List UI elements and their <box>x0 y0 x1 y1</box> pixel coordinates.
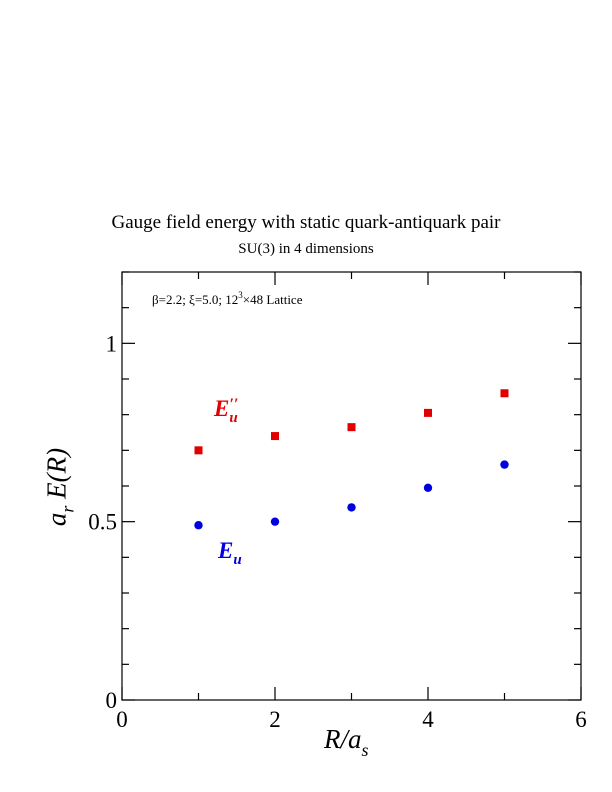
lattice-annotation: β=2.2; ξ=5.0; 123×48 Lattice <box>152 290 303 308</box>
y-tick-label: 0.5 <box>88 510 117 535</box>
data-point-eu <box>423 483 433 492</box>
y-tick-label: 0 <box>106 688 118 713</box>
series-label-eu-double-prime: E′′u <box>214 396 239 426</box>
x-axis-label: R/as <box>324 724 369 760</box>
axis-tick-labels: 0 2 4 6 0 0.5 1 <box>88 331 587 732</box>
plot-frame <box>121 271 582 701</box>
data-point-eu <box>347 503 356 512</box>
data-point-eu-double-prime <box>500 389 509 398</box>
y-axis-label: ar E(R) <box>41 447 78 527</box>
chart-title: Gauge field energy with static quark-ant… <box>111 212 501 233</box>
data-point-eu-double-prime <box>424 408 432 417</box>
x-tick-label: 6 <box>575 707 587 732</box>
data-point-eu-double-prime <box>271 432 279 441</box>
axis-ticks <box>121 271 582 701</box>
data-point-eu <box>270 517 280 526</box>
data-point-eu-double-prime <box>347 423 356 432</box>
series-label-eu: Eu <box>218 538 242 568</box>
x-tick-label: 2 <box>269 707 281 732</box>
data-point-eu <box>500 460 509 469</box>
x-tick-label: 4 <box>422 707 434 732</box>
data-marks <box>194 389 509 530</box>
y-tick-label: 1 <box>106 331 118 356</box>
data-point-eu-double-prime <box>194 446 203 455</box>
chart-subtitle: SU(3) in 4 dimensions <box>238 241 374 257</box>
data-point-eu <box>194 521 203 530</box>
x-tick-label: 0 <box>116 707 128 732</box>
